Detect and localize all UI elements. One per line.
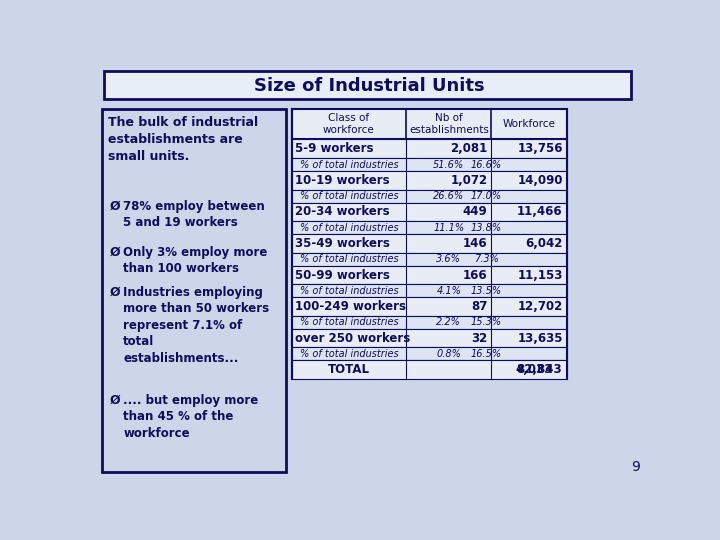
- Bar: [292, 361, 567, 379]
- Text: 11,466: 11,466: [517, 205, 563, 218]
- Bar: [292, 298, 567, 316]
- Bar: [292, 347, 567, 361]
- Text: 82,843: 82,843: [516, 363, 562, 376]
- Bar: [292, 284, 567, 298]
- Text: 50-99 workers: 50-99 workers: [295, 268, 390, 281]
- Text: 10-19 workers: 10-19 workers: [295, 174, 390, 187]
- Text: % of total industries: % of total industries: [300, 286, 398, 296]
- Text: 87: 87: [471, 300, 487, 313]
- Bar: [292, 253, 567, 266]
- Text: 15.3%: 15.3%: [471, 318, 502, 327]
- Text: 16.5%: 16.5%: [471, 349, 502, 359]
- Text: 2,081: 2,081: [450, 142, 487, 155]
- Bar: [292, 190, 567, 202]
- Bar: [292, 234, 567, 253]
- Text: Ø: Ø: [109, 200, 120, 213]
- Text: .... but employ more
than 45 % of the
workforce: .... but employ more than 45 % of the wo…: [123, 394, 258, 440]
- Bar: [292, 109, 567, 139]
- Text: 26.6%: 26.6%: [433, 191, 464, 201]
- Text: 51.6%: 51.6%: [433, 159, 464, 170]
- Text: Size of Industrial Units: Size of Industrial Units: [253, 77, 485, 94]
- Text: 0.8%: 0.8%: [436, 349, 462, 359]
- Bar: [292, 329, 567, 347]
- Text: 35-49 workers: 35-49 workers: [295, 237, 390, 250]
- Text: Class of
workforce: Class of workforce: [323, 113, 374, 136]
- Text: 1,072: 1,072: [451, 174, 487, 187]
- Bar: [292, 266, 567, 284]
- Text: % of total industries: % of total industries: [300, 349, 398, 359]
- Text: The bulk of industrial
establishments are
small units.: The bulk of industrial establishments ar…: [108, 117, 258, 164]
- Text: 100-249 workers: 100-249 workers: [295, 300, 406, 313]
- Text: Ø: Ø: [109, 394, 120, 407]
- Text: 5-9 workers: 5-9 workers: [295, 142, 374, 155]
- Bar: [292, 139, 567, 158]
- Text: Nb of
establishments: Nb of establishments: [409, 113, 489, 136]
- Text: Workforce: Workforce: [503, 119, 555, 129]
- Bar: [102, 109, 286, 472]
- Bar: [292, 158, 567, 171]
- Bar: [292, 316, 567, 329]
- Bar: [292, 202, 567, 221]
- Text: 9: 9: [631, 461, 640, 475]
- Text: % of total industries: % of total industries: [300, 159, 398, 170]
- Text: 12,702: 12,702: [518, 300, 563, 313]
- Text: 13.8%: 13.8%: [471, 222, 502, 233]
- Text: 16.6%: 16.6%: [471, 159, 502, 170]
- Text: 32: 32: [472, 332, 487, 345]
- Text: 449: 449: [463, 205, 487, 218]
- Text: 20-34 workers: 20-34 workers: [295, 205, 390, 218]
- Text: 13,756: 13,756: [517, 142, 563, 155]
- Bar: [292, 171, 567, 190]
- Text: 6,042: 6,042: [526, 237, 563, 250]
- Text: 14,090: 14,090: [517, 174, 563, 187]
- Text: Ø: Ø: [109, 246, 120, 259]
- Text: 166: 166: [463, 268, 487, 281]
- Text: over 250 workers: over 250 workers: [295, 332, 410, 345]
- Bar: [292, 221, 567, 234]
- Text: Ø: Ø: [109, 286, 120, 299]
- Text: 4.1%: 4.1%: [436, 286, 462, 296]
- Text: % of total industries: % of total industries: [300, 191, 398, 201]
- Text: 3.6%: 3.6%: [436, 254, 462, 264]
- Text: 11,153: 11,153: [518, 268, 563, 281]
- Text: TOTAL: TOTAL: [328, 363, 370, 376]
- Text: 146: 146: [463, 237, 487, 250]
- Text: 78% employ between
5 and 19 workers: 78% employ between 5 and 19 workers: [123, 200, 265, 229]
- Text: 11.1%: 11.1%: [433, 222, 464, 233]
- Text: 7.3%: 7.3%: [474, 254, 499, 264]
- Text: 13.5%: 13.5%: [471, 286, 502, 296]
- Text: % of total industries: % of total industries: [300, 318, 398, 327]
- Text: Industries employing
more than 50 workers
represent 7.1% of
total
establishments: Industries employing more than 50 worker…: [123, 286, 269, 365]
- Text: 13,635: 13,635: [517, 332, 563, 345]
- Text: 2.2%: 2.2%: [436, 318, 462, 327]
- Text: 4,033: 4,033: [516, 363, 553, 376]
- Bar: [104, 71, 631, 99]
- Text: Only 3% employ more
than 100 workers: Only 3% employ more than 100 workers: [123, 246, 268, 275]
- Text: % of total industries: % of total industries: [300, 222, 398, 233]
- Text: % of total industries: % of total industries: [300, 254, 398, 264]
- Text: 17.0%: 17.0%: [471, 191, 502, 201]
